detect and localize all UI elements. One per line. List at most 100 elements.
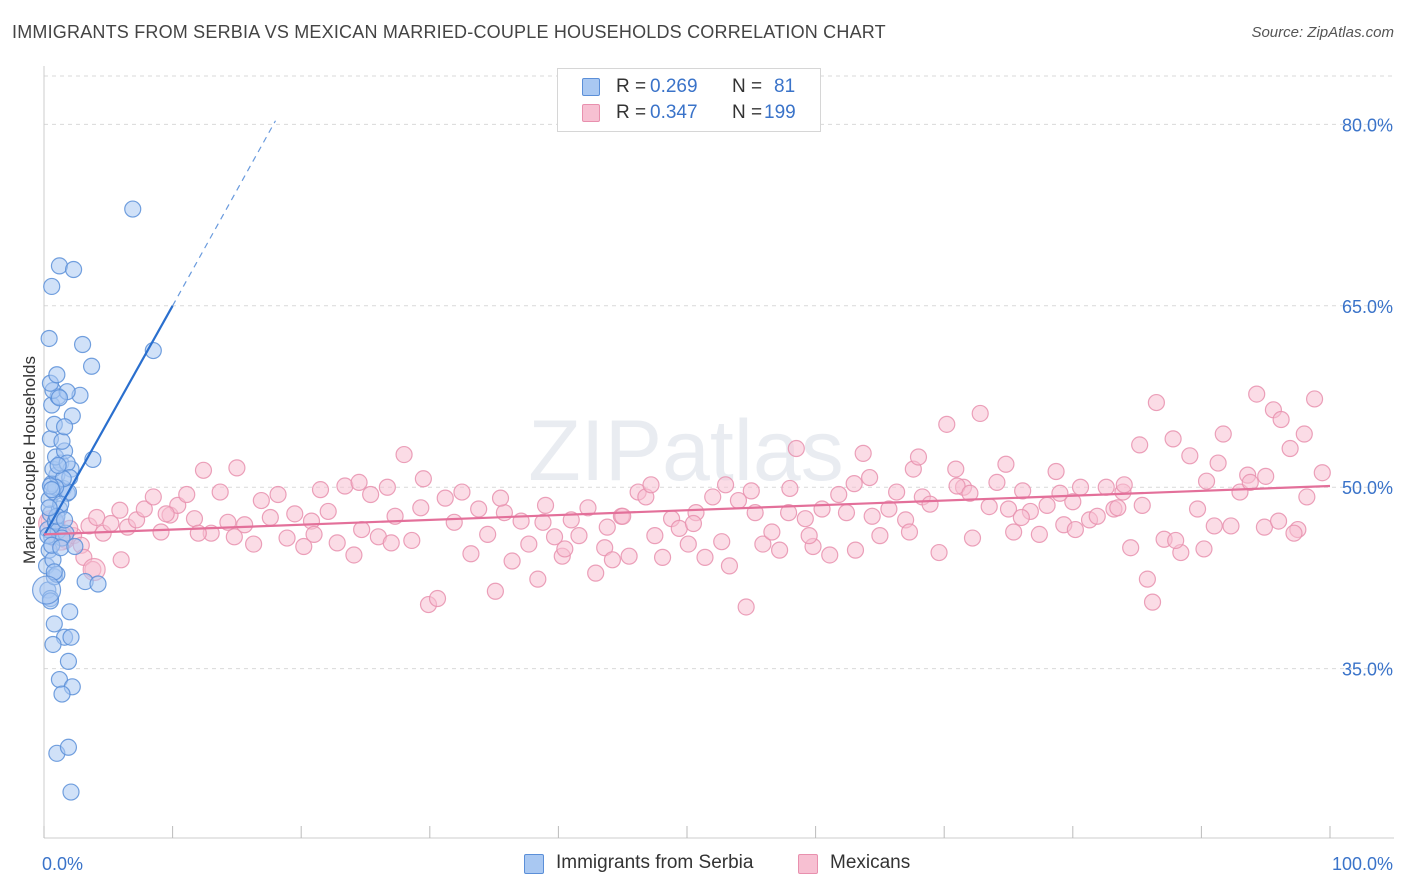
mexican-point (642, 476, 660, 494)
mexican-point (603, 551, 622, 569)
mexican-point (545, 528, 564, 546)
serbia-point (40, 329, 58, 348)
mexican-point (646, 527, 664, 545)
mexican-point (1122, 539, 1140, 557)
y-tick-label: 80.0% (1342, 115, 1393, 135)
mexican-point (225, 528, 243, 546)
mexican-point (653, 548, 672, 566)
serbia-point (61, 603, 79, 621)
mexican-point (961, 484, 979, 502)
mexican-point (1269, 512, 1288, 530)
mexican-point (428, 589, 447, 608)
mexican-point (382, 534, 400, 552)
mexican-point (378, 478, 396, 496)
mexican-point (713, 533, 731, 551)
mexican-point (1257, 467, 1275, 485)
mexican-point (1305, 390, 1324, 408)
mexican-r-label: R = (616, 102, 647, 123)
serbia-point (73, 335, 92, 354)
mexican-point (1214, 425, 1232, 443)
mexican-point (1255, 518, 1274, 536)
mexican-point (520, 535, 538, 553)
mexican-point (350, 473, 368, 491)
mexican-point (888, 483, 906, 501)
mexican-point (781, 479, 799, 498)
mexican-point (971, 404, 989, 423)
mexican-point (178, 485, 196, 504)
mexican-point (863, 507, 881, 525)
mexican-point (336, 477, 354, 495)
mexican-point (930, 543, 948, 562)
mexican-point (846, 541, 865, 559)
mexican-point (470, 500, 488, 518)
chart-title: IMMIGRANTS FROM SERBIA VS MEXICAN MARRIE… (12, 22, 886, 42)
mexican-point (562, 511, 580, 529)
mexican-point (1295, 425, 1313, 443)
mexican-point (414, 470, 432, 488)
mexican-point (194, 461, 213, 479)
mexican-point (1298, 488, 1316, 506)
mexican-point (1164, 430, 1182, 448)
serbia-point (52, 539, 70, 557)
mexican-point (157, 505, 175, 523)
mexican-point (353, 520, 371, 539)
mexican-point (403, 531, 421, 550)
x-tick-label-max: 100.0% (1332, 854, 1393, 874)
serbia-point (89, 575, 107, 593)
mexican-point (1181, 447, 1199, 465)
mexican-point (362, 485, 380, 504)
mexican-point (436, 489, 454, 507)
mexican-point (770, 541, 789, 559)
serbia-r-label: R = (616, 76, 647, 97)
mexican-point (921, 495, 939, 513)
serbia-point (62, 628, 80, 646)
mexican-point (742, 482, 760, 500)
mexican-point (800, 527, 818, 545)
mexican-point (1205, 517, 1223, 535)
mexican-r-value: 0.347 (650, 102, 698, 123)
x-tick-label-min: 0.0% (42, 854, 83, 874)
mexican-point (252, 491, 270, 510)
mexican-point (720, 557, 739, 575)
mexican-point (1088, 507, 1106, 525)
mexican-point (988, 473, 1006, 491)
mexican-point (1133, 496, 1151, 514)
mexican-point (837, 504, 856, 522)
serbia-n-label: N = (732, 76, 763, 97)
mexican-point (1005, 523, 1023, 541)
serbia-point (45, 615, 63, 633)
mexican-point (620, 547, 638, 565)
mexican-point (1038, 496, 1056, 514)
mexican-point (861, 468, 879, 487)
legend-swatch-mexicans (798, 854, 818, 874)
mexican-point (779, 504, 798, 522)
serbia-point (66, 537, 84, 556)
mexican-point (269, 485, 287, 504)
mexican-point (947, 460, 965, 478)
mexican-point (999, 500, 1018, 518)
mexican-point (1071, 478, 1090, 496)
mexican-point (1285, 524, 1303, 542)
mexican-point (486, 582, 504, 600)
mexican-point (328, 534, 346, 552)
mexican-point (503, 552, 521, 570)
mexican-point (111, 501, 129, 519)
mexican-point (1030, 525, 1048, 544)
mexican-point (579, 499, 597, 517)
mexican-point (696, 548, 714, 566)
mexican-point (1138, 570, 1156, 588)
serbia-point (50, 257, 69, 275)
mexican-point (1131, 436, 1149, 454)
mexican-point (1109, 499, 1127, 517)
legend-label-serbia: Immigrants from Serbia (556, 852, 754, 873)
mexican-point (813, 500, 831, 518)
mexican-point (1115, 476, 1133, 494)
mexican-point (1012, 508, 1030, 527)
mexican-point (1209, 454, 1227, 472)
tick-labels: 35.0% 50.0% 65.0% 80.0% 0.0% 100.0% (42, 115, 1393, 874)
grid-layer (44, 75, 1394, 670)
mexican-point (479, 525, 497, 544)
mexican-point (980, 497, 998, 516)
mexican-point (445, 513, 463, 531)
mexican-point (821, 546, 839, 564)
